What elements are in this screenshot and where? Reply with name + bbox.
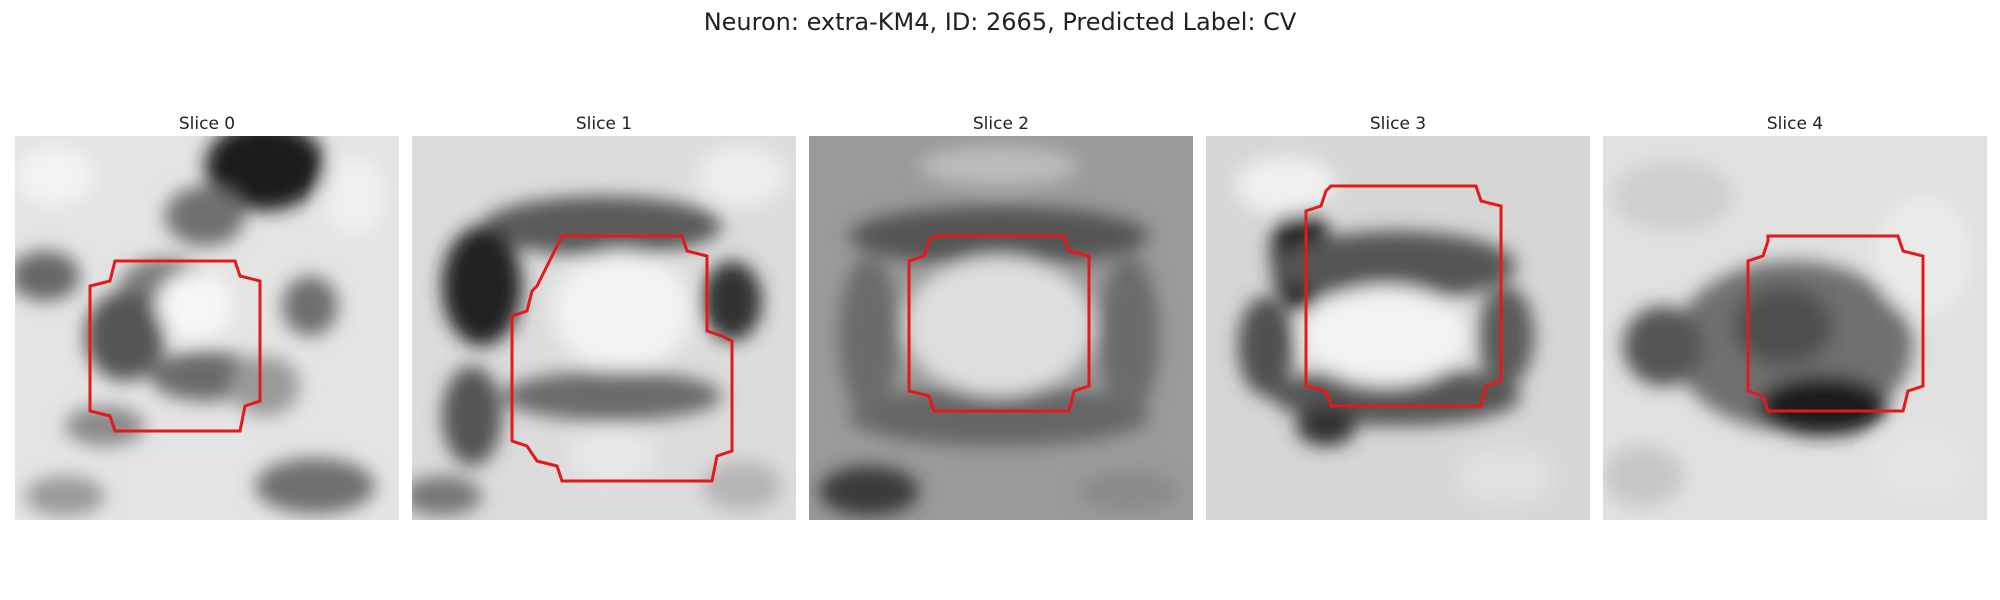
slice-title-1: Slice 1 (575, 114, 633, 134)
slice-image-4 (1603, 136, 1987, 520)
slice-panel-3: Slice 3 (1206, 114, 1590, 530)
tissue-texture-3 (1236, 156, 1556, 506)
figure-title: Neuron: extra-KM4, ID: 2665, Predicted L… (703, 8, 1297, 36)
slice-panel-4: Slice 4 (1603, 114, 1987, 530)
slice-title-3: Slice 3 (1369, 114, 1427, 134)
tissue-texture-4 (1603, 161, 1973, 506)
slice-title-0: Slice 0 (178, 114, 236, 134)
tissue-texture-1 (412, 146, 787, 516)
slice-title-2: Slice 2 (972, 114, 1030, 134)
roi-contour-1 (510, 234, 734, 483)
roi-contour-2 (907, 234, 1091, 413)
slice-image-2 (809, 136, 1193, 520)
roi-contour-3 (1304, 184, 1503, 408)
slice-panel-2: Slice 2 (809, 114, 1193, 530)
slice-panel-0: Slice 0 (15, 114, 399, 530)
tissue-texture-0 (15, 136, 385, 516)
roi-contour-4 (1746, 234, 1925, 413)
tissue-texture-2 (819, 146, 1179, 516)
slice-image-1 (412, 136, 796, 520)
roi-contour-0 (88, 259, 262, 433)
slice-image-3 (1206, 136, 1590, 520)
slice-title-4: Slice 4 (1766, 114, 1824, 134)
slice-panel-1: Slice 1 (412, 114, 796, 530)
slice-image-0 (15, 136, 399, 520)
